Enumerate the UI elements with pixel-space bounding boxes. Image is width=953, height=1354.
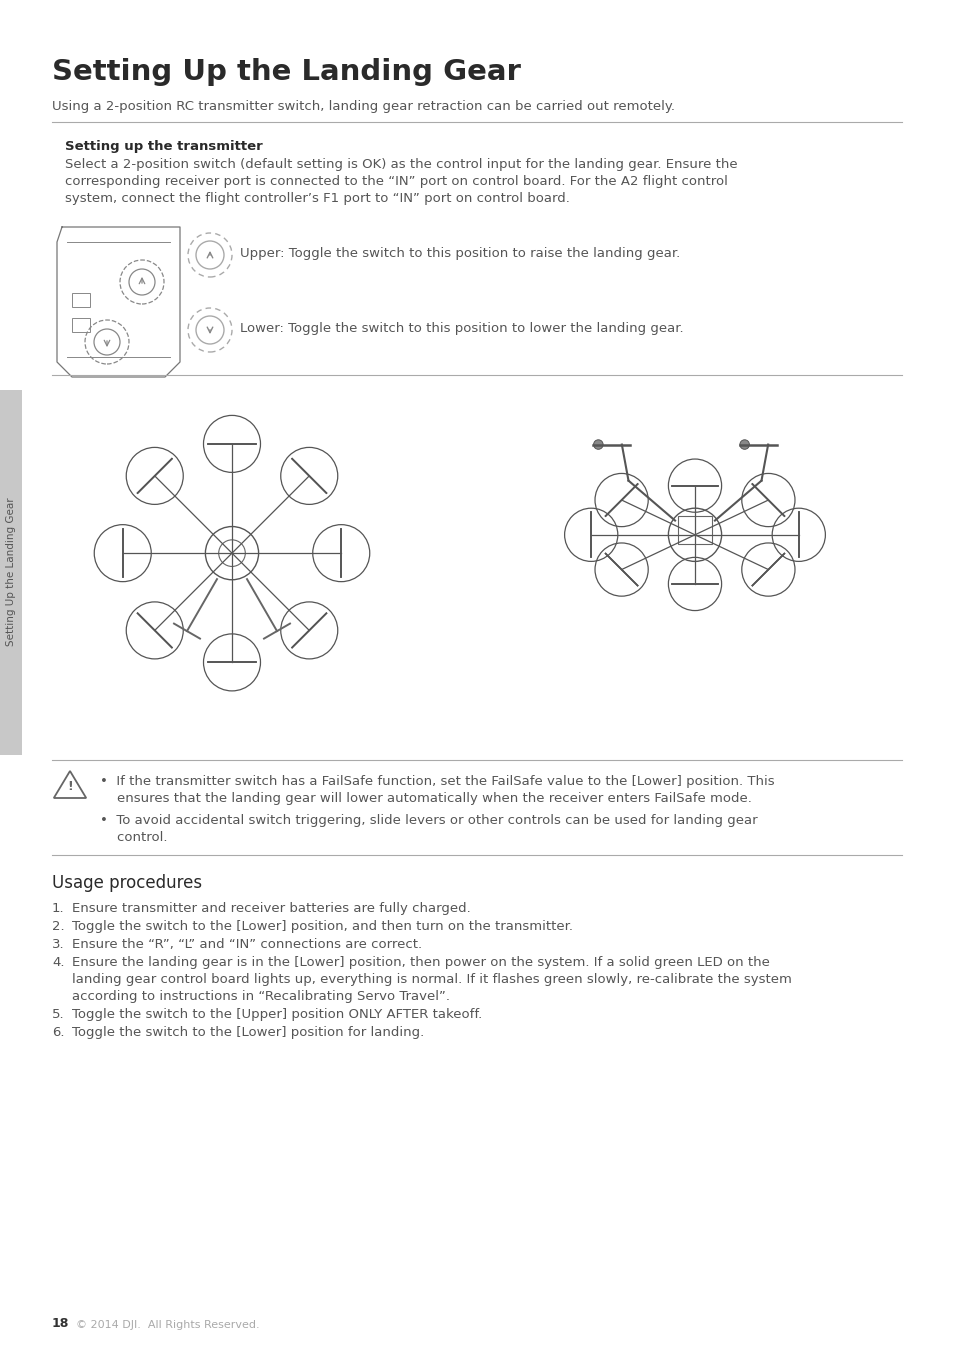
Text: •  To avoid accidental switch triggering, slide levers or other controls can be : • To avoid accidental switch triggering,…	[100, 814, 757, 827]
Text: Ensure transmitter and receiver batteries are fully charged.: Ensure transmitter and receiver batterie…	[71, 902, 470, 915]
Text: !: !	[67, 780, 72, 793]
Text: ensures that the landing gear will lower automatically when the receiver enters : ensures that the landing gear will lower…	[100, 792, 751, 806]
Bar	[71, 318, 90, 332]
Text: 5.: 5.	[52, 1007, 65, 1021]
Text: 2.: 2.	[52, 919, 65, 933]
Text: Using a 2-position RC transmitter switch, landing gear retraction can be carried: Using a 2-position RC transmitter switch…	[52, 100, 675, 112]
Text: Select a 2-position switch (default setting is OK) as the control input for the : Select a 2-position switch (default sett…	[65, 158, 737, 171]
Text: Upper: Toggle the switch to this position to raise the landing gear.: Upper: Toggle the switch to this positio…	[240, 246, 679, 260]
Bar	[448, 389, 937, 756]
Text: Setting Up the Landing Gear: Setting Up the Landing Gear	[52, 58, 520, 87]
Text: 1.: 1.	[52, 902, 65, 915]
Text: © 2014 DJI.  All Rights Reserved.: © 2014 DJI. All Rights Reserved.	[76, 1320, 259, 1330]
Text: 4.: 4.	[52, 956, 65, 969]
Text: corresponding receiver port is connected to the “IN” port on control board. For : corresponding receiver port is connected…	[65, 175, 727, 188]
Text: 6.: 6.	[52, 1026, 65, 1039]
Text: Toggle the switch to the [Lower] position, and then turn on the transmitter.: Toggle the switch to the [Lower] positio…	[71, 919, 573, 933]
Text: Toggle the switch to the [Lower] position for landing.: Toggle the switch to the [Lower] positio…	[71, 1026, 424, 1039]
Text: Lower: Toggle the switch to this position to lower the landing gear.: Lower: Toggle the switch to this positio…	[240, 322, 683, 334]
Bar	[678, 516, 711, 544]
Text: Setting Up the Landing Gear: Setting Up the Landing Gear	[6, 498, 16, 646]
Text: according to instructions in “Recalibrating Servo Travel”.: according to instructions in “Recalibrat…	[71, 990, 450, 1003]
Text: control.: control.	[100, 831, 168, 844]
Text: Setting up the transmitter: Setting up the transmitter	[65, 139, 262, 153]
Text: 3.: 3.	[52, 938, 65, 951]
Circle shape	[593, 440, 602, 450]
Text: landing gear control board lights up, everything is normal. If it flashes green : landing gear control board lights up, ev…	[71, 974, 791, 986]
Text: Ensure the landing gear is in the [Lower] position, then power on the system. If: Ensure the landing gear is in the [Lower…	[71, 956, 769, 969]
Text: Ensure the “R”, “L” and “IN” connections are correct.: Ensure the “R”, “L” and “IN” connections…	[71, 938, 421, 951]
Text: Toggle the switch to the [Upper] position ONLY AFTER takeoff.: Toggle the switch to the [Upper] positio…	[71, 1007, 482, 1021]
Bar	[71, 292, 90, 307]
Text: Usage procedures: Usage procedures	[52, 873, 202, 892]
Text: 18: 18	[52, 1317, 70, 1330]
Text: system, connect the flight controller’s F1 port to “IN” port on control board.: system, connect the flight controller’s …	[65, 192, 569, 204]
Bar	[0, 390, 22, 756]
Text: •  If the transmitter switch has a FailSafe function, set the FailSafe value to : • If the transmitter switch has a FailSa…	[100, 774, 774, 788]
Circle shape	[740, 440, 749, 450]
Bar	[27, 389, 436, 756]
